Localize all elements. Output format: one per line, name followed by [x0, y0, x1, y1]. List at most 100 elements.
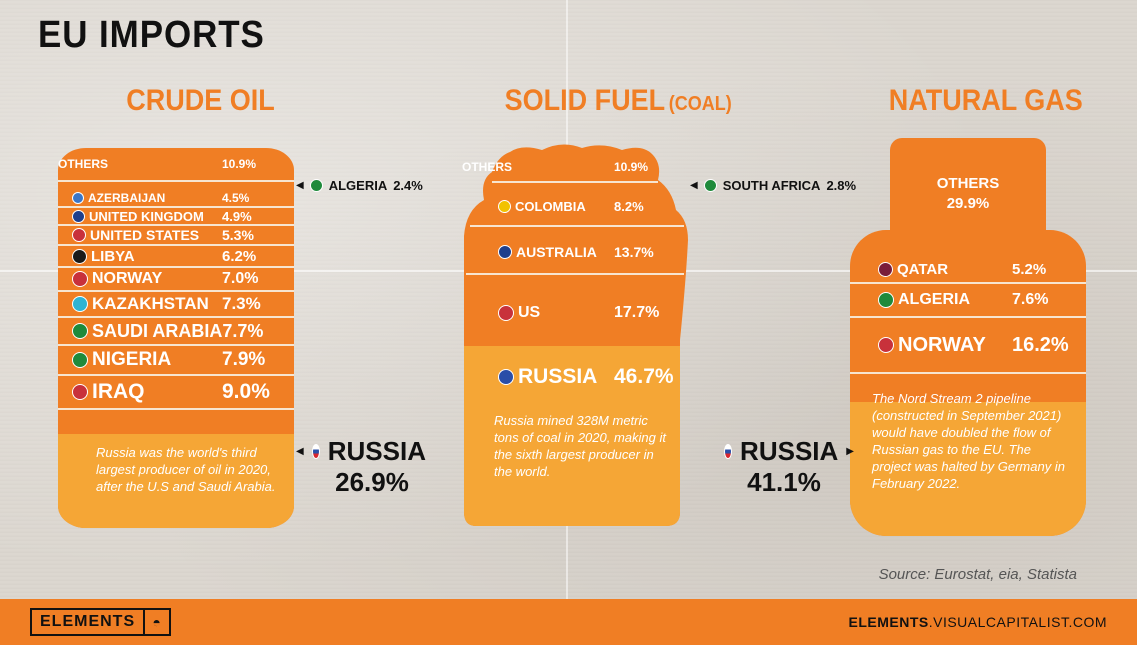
oil-pct: 7.9% — [222, 349, 266, 370]
arrow-right-icon: ▶ — [846, 446, 854, 457]
coal-name: AUSTRALIA — [516, 244, 597, 260]
gas-russia-pct: 41.1% — [747, 467, 821, 497]
site-link[interactable]: ELEMENTS.VISUALCAPITALIST.COM — [848, 614, 1107, 630]
oil-pct: 10.9% — [222, 157, 257, 171]
coal-pile: OTHERS 10.9% COLOMBIA 8.2% AUSTRALIA 13.7% US 1… — [462, 140, 694, 528]
flag-icon — [498, 369, 514, 385]
oil-name: NIGERIA — [92, 349, 172, 370]
arrow-left-icon: ◀ — [690, 180, 698, 191]
gas-tank: OTHERS 29.9% QATAR 5.2% ALGERIA 7.6% NORWAY 1… — [850, 138, 1086, 538]
oil-row: NIGERIA 7.9% — [58, 346, 294, 376]
gas-others-name: OTHERS — [936, 175, 1000, 192]
oil-russia-segment — [58, 434, 294, 528]
flag-icon — [498, 245, 512, 259]
oil-pct: 6.2% — [222, 247, 257, 265]
flag-icon — [72, 192, 84, 204]
coal-name: COLOMBIA — [515, 198, 586, 214]
oil-title: CRUDE OIL — [126, 84, 275, 117]
flag-icon — [878, 337, 894, 353]
russia-flag-icon — [724, 444, 733, 459]
oil-row: AZERBAIJAN 4.5% — [58, 190, 294, 208]
oil-row: IRAQ 9.0% — [58, 376, 294, 410]
gas-russia-segment — [850, 402, 1086, 536]
oil-name: LIBYA — [91, 247, 135, 265]
coal-name: OTHERS — [462, 160, 513, 174]
coal-name: RUSSIA — [518, 365, 598, 388]
coal-row: RUSSIA 46.7% — [462, 352, 694, 402]
site-bold: ELEMENTS — [848, 614, 929, 630]
gas-pct: 16.2% — [1012, 333, 1069, 356]
gas-tank-body — [850, 230, 1086, 536]
flag-icon — [72, 352, 88, 368]
oil-row: UNITED KINGDOM 4.9% — [58, 208, 294, 226]
arrow-left-icon: ◀ — [296, 180, 304, 191]
oil-pct: 4.9% — [222, 208, 252, 224]
site-rest: .VISUALCAPITALIST.COM — [928, 614, 1107, 630]
oil-pct: 7.3% — [222, 294, 261, 313]
oil-pct: 9.0% — [222, 380, 270, 403]
gas-note: The Nord Stream 2 pipeline (constructed … — [872, 391, 1065, 491]
oil-algeria-callout: ◀ ALGERIA 2.4% — [296, 178, 423, 193]
flag-icon — [72, 228, 86, 242]
flag-icon — [72, 248, 87, 264]
gas-name: ALGERIA — [898, 291, 970, 308]
oil-name: NORWAY — [92, 270, 163, 287]
oil-name: SAUDI ARABIA — [92, 320, 223, 341]
coal-pct: 13.7% — [614, 244, 654, 260]
oil-russia-callout: ◀ RUSSIA 26.9% — [296, 436, 426, 498]
flag-icon — [72, 384, 88, 400]
flag-icon — [72, 271, 88, 287]
gas-row: QATAR 5.2% — [850, 256, 1086, 284]
coal-south-africa-callout: ◀ SOUTH AFRICA 2.8% — [690, 178, 856, 193]
arrow-left-icon: ◀ — [296, 446, 304, 457]
oil-russia-pct: 26.9% — [335, 467, 409, 497]
coal-pile-shape — [464, 144, 688, 526]
gas-title: NATURAL GAS — [888, 84, 1083, 117]
logo-text: ELEMENTS — [40, 613, 136, 630]
oil-row: UNITED STATES 5.3% — [58, 226, 294, 246]
coal-note: Russia mined 328M metric tons of coal in… — [494, 413, 666, 479]
coal-title: SOLID FUEL (COAL) — [505, 84, 732, 118]
oil-row: OTHERS 10.9% — [58, 148, 294, 182]
oil-algeria-pct: 2.4% — [393, 178, 423, 193]
gas-name: QATAR — [897, 260, 949, 278]
oil-name: UNITED KINGDOM — [89, 208, 204, 224]
elements-logo[interactable]: ELEMENTS ◓ — [30, 608, 172, 636]
coal-pct: 8.2% — [614, 198, 644, 214]
coal-title-sub: (COAL) — [668, 93, 732, 115]
oil-name: UNITED STATES — [90, 227, 200, 243]
coal-row: US 17.7% — [462, 280, 694, 346]
gas-others: OTHERS 29.9% — [890, 174, 1046, 214]
gas-tank-cap — [890, 138, 1046, 238]
coal-south-africa-pct: 2.8% — [826, 178, 857, 193]
oil-russia-name: RUSSIA — [327, 436, 426, 466]
gas-row: NORWAY 16.2% — [850, 318, 1086, 374]
oil-row: SAUDI ARABIA 7.7% — [58, 318, 294, 346]
oil-name: OTHERS — [58, 157, 109, 171]
oil-pct: 4.5% — [222, 191, 250, 205]
flag-icon — [878, 261, 893, 277]
oil-row: KAZAKHSTAN 7.3% — [58, 292, 294, 318]
coal-row: AUSTRALIA 13.7% — [462, 230, 694, 274]
oil-name: KAZAKHSTAN — [92, 294, 209, 313]
oil-pct: 7.7% — [222, 320, 264, 341]
gas-russia-callout: RUSSIA ▶ 41.1% — [724, 436, 854, 498]
coal-row: COLOMBIA 8.2% — [462, 186, 694, 226]
algeria-flag-icon — [309, 179, 323, 192]
flag-icon — [498, 305, 514, 321]
oil-barrel: OTHERS 10.9% AZERBAIJAN 4.5% UNITED KINGDOM 4… — [58, 148, 294, 528]
coal-pct: 10.9% — [614, 160, 649, 174]
flag-icon — [72, 296, 88, 312]
elements-mark-icon: ◓ — [143, 610, 169, 634]
flag-icon — [498, 199, 511, 213]
coal-name: US — [518, 304, 541, 321]
oil-note: Russia was the world's third largest pro… — [96, 445, 276, 494]
gas-pct: 5.2% — [1012, 260, 1047, 278]
oil-name: AZERBAIJAN — [88, 191, 166, 205]
flag-icon — [72, 323, 88, 339]
gas-name: NORWAY — [898, 333, 986, 356]
oil-pct: 7.0% — [222, 270, 259, 287]
coal-row: OTHERS 10.9% — [462, 152, 694, 182]
oil-row: LIBYA 6.2% — [58, 246, 294, 268]
oil-pct: 5.3% — [222, 227, 254, 243]
